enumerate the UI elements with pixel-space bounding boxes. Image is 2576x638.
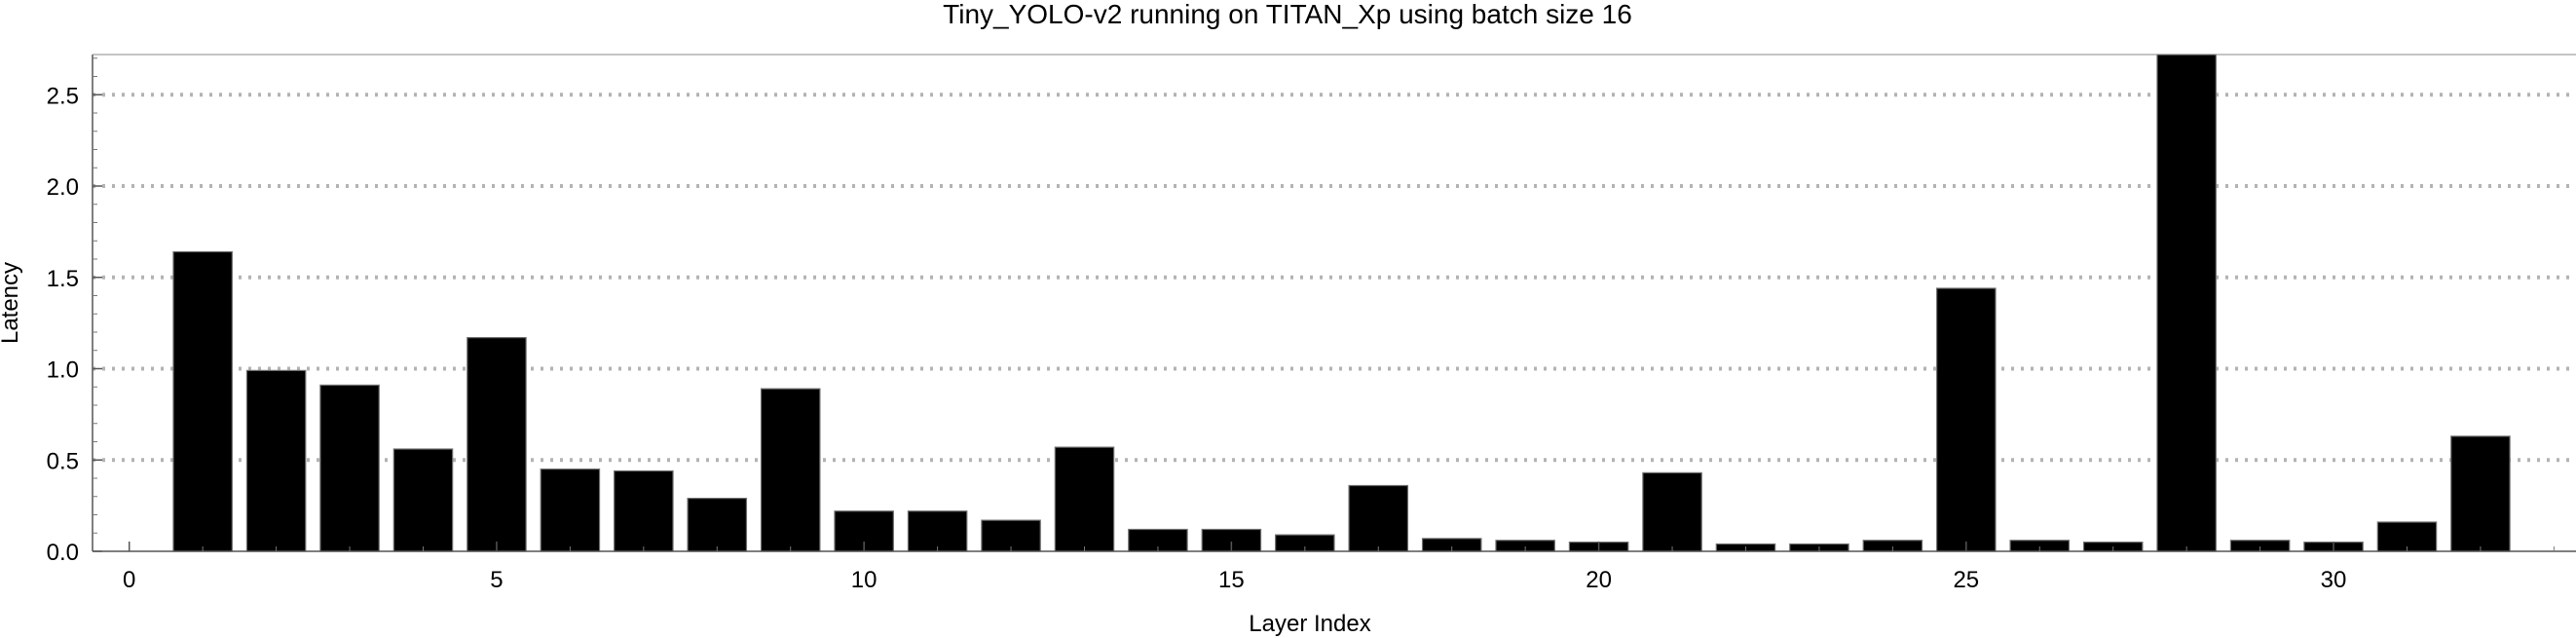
bar-layer-12 (981, 519, 1041, 552)
y-tick-label-3: 1.5 (47, 266, 79, 292)
y-axis-label: Latency (0, 262, 23, 344)
bar-layer-5 (467, 337, 527, 552)
x-axis-label: Layer Index (1249, 611, 1370, 637)
bar-layer-9 (760, 388, 821, 552)
bar-layer-13 (1054, 446, 1115, 552)
bar-layer-2 (245, 369, 307, 552)
tick-labels: 0.0 0.5 1.0 1.5 2.0 2.5 0 5 10 15 20 25 30 (47, 83, 2347, 593)
y-tick-label-0: 0.0 (47, 540, 79, 566)
bar-layer-4 (392, 448, 454, 552)
bar-layer-32 (2450, 435, 2511, 552)
bar-layer-8 (687, 498, 748, 552)
bar-layer-11 (907, 510, 968, 552)
x-tick-label-3: 15 (1218, 567, 1245, 593)
y-tick-label-4: 2.0 (47, 174, 79, 201)
bar-layer-1 (172, 250, 233, 552)
y-tick-label-1: 0.5 (47, 448, 79, 474)
bar-layer-21 (1642, 471, 1702, 552)
bar-layer-17 (1348, 484, 1409, 552)
bars (172, 54, 2511, 552)
axes (92, 54, 2576, 552)
bar-layer-28 (2156, 54, 2217, 552)
x-tick-label-1: 5 (490, 567, 503, 593)
bar-layer-3 (319, 384, 380, 552)
bar-layer-7 (614, 469, 674, 552)
bar-layer-25 (1936, 287, 1997, 552)
bar-layer-6 (540, 469, 601, 552)
x-tick-label-4: 20 (1586, 567, 1612, 593)
x-tick-label-5: 25 (1953, 567, 1979, 593)
x-tick-label-2: 10 (851, 567, 877, 593)
y-tick-label-5: 2.5 (47, 83, 79, 109)
x-tick-label-0: 0 (123, 567, 135, 593)
y-tick-label-2: 1.0 (47, 357, 79, 384)
x-tick-label-6: 30 (2321, 567, 2347, 593)
chart-title: Tiny_YOLO-v2 running on TITAN_Xp using b… (943, 0, 1632, 29)
